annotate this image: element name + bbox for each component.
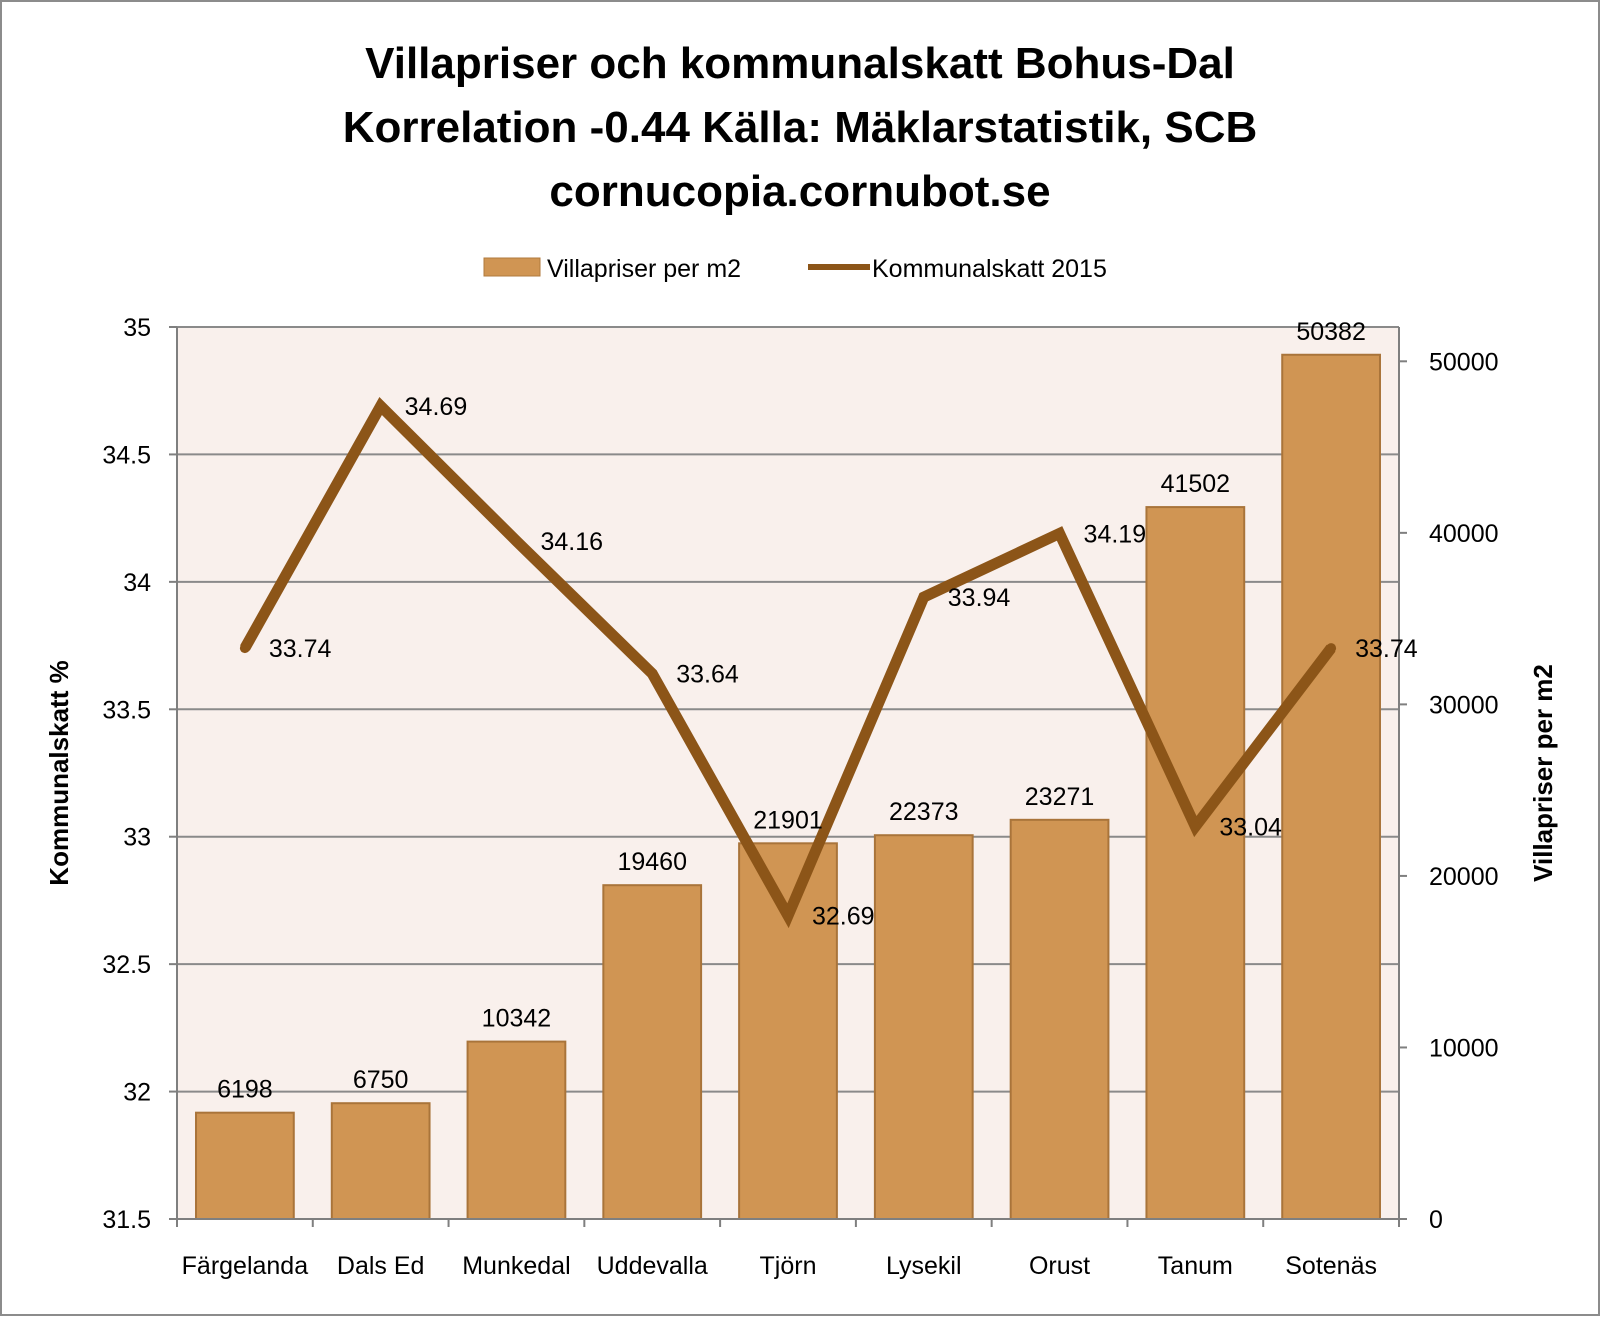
legend-bar-label: Villapriser per m2 — [547, 255, 741, 283]
line-point — [783, 910, 793, 921]
bar — [330, 1102, 431, 1221]
y-left-tick-label: 33.5 — [102, 696, 151, 724]
bar — [873, 834, 974, 1220]
y-right-axis-label: Villapriser per m2 — [1528, 664, 1558, 882]
bar — [1009, 818, 1110, 1221]
line-data-label: 33.04 — [1219, 814, 1282, 842]
legend-line-label: Kommunalskatt 2015 — [872, 255, 1107, 283]
data-labels: 6198 6750 10342 19460 21901 22373 23271 41502 50… — [217, 318, 1418, 1104]
x-category-label: Orust — [1029, 1252, 1090, 1280]
x-category-label: Dals Ed — [337, 1252, 425, 1280]
bar-data-label: 23271 — [1025, 783, 1095, 811]
line-point — [1054, 528, 1065, 539]
line-series — [239, 396, 1337, 929]
line-data-label: 32.69 — [812, 903, 875, 931]
y-left-tick-label: 31.5 — [102, 1206, 151, 1234]
chart-title-line-2: Korrelation -0.44 Källa: Mäklarstatistik… — [343, 103, 1258, 152]
y-right-tick-label: 30000 — [1429, 691, 1499, 719]
line-point — [647, 668, 658, 679]
line-point — [918, 592, 929, 603]
axes: 31.5 32 32.5 33 33.5 34 34.5 35 0 10000 20000 30000… — [102, 314, 1498, 1280]
line-data-label: 34.69 — [405, 393, 468, 421]
y-right-tick-label: 50000 — [1429, 348, 1499, 376]
y-right-tick-label: 0 — [1429, 1206, 1443, 1234]
x-category-label: Tanum — [1158, 1252, 1233, 1280]
y-right-tick-label: 40000 — [1429, 520, 1499, 548]
x-category-label: Lysekil — [886, 1252, 962, 1280]
line-data-label: 33.74 — [1355, 635, 1418, 663]
line-point — [375, 401, 386, 412]
x-category-label: Munkedal — [462, 1252, 570, 1280]
chart-title-line-1: Villapriser och kommunalskatt Bohus-Dal — [365, 39, 1235, 88]
y-left-tick-label: 34 — [123, 569, 151, 597]
y-right-tick-label: 10000 — [1429, 1034, 1499, 1062]
bar-data-label: 6750 — [353, 1066, 409, 1094]
x-category-label: Sotenäs — [1285, 1252, 1377, 1280]
y-left-tick-label: 33 — [123, 824, 151, 852]
y-left-tick-label: 32.5 — [102, 951, 151, 979]
bar-data-label: 50382 — [1296, 318, 1366, 346]
bar-data-label: 6198 — [217, 1076, 273, 1104]
legend-bar-swatch — [483, 257, 541, 277]
y-left-tick-label: 34.5 — [102, 441, 151, 469]
bar-data-label: 10342 — [482, 1005, 552, 1033]
x-category-label: Färgelanda — [182, 1252, 309, 1280]
line-point — [511, 536, 522, 547]
chart-title-line-3: cornucopia.cornubot.se — [549, 167, 1050, 216]
line-data-label: 33.94 — [948, 584, 1011, 612]
line-data-label: 34.19 — [1084, 520, 1147, 548]
legend: Villapriser per m2 Kommunalskatt 2015 — [483, 255, 1107, 283]
bar — [195, 1111, 295, 1220]
bar-data-label: 21901 — [753, 806, 823, 834]
bar — [1145, 506, 1246, 1221]
line-point — [1190, 821, 1201, 832]
line-data-label: 33.64 — [676, 661, 739, 689]
bar — [738, 842, 838, 1220]
bar-series — [195, 353, 1381, 1221]
bar-data-label: 19460 — [617, 848, 687, 876]
bar — [602, 884, 703, 1220]
bar-data-label: 41502 — [1161, 470, 1231, 498]
x-category-label: Tjörn — [760, 1252, 817, 1280]
x-category-label: Uddevalla — [597, 1252, 708, 1280]
y-left-axis-label: Kommunalskatt % — [44, 660, 74, 885]
y-left-tick-label: 32 — [123, 1079, 151, 1107]
line-data-label: 33.74 — [269, 635, 332, 663]
y-right-tick-label: 20000 — [1429, 863, 1499, 891]
y-left-tick-label: 35 — [123, 314, 151, 342]
line-point — [239, 643, 250, 654]
line-point — [1326, 643, 1337, 654]
line-data-label: 34.16 — [540, 528, 603, 556]
bar — [1281, 353, 1381, 1220]
bar — [466, 1040, 567, 1221]
bar-data-label: 22373 — [889, 798, 959, 826]
